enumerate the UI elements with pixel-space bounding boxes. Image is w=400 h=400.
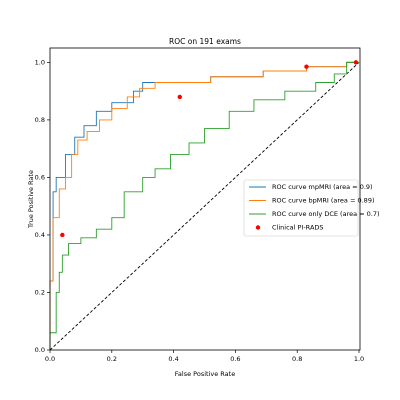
x-tick-label: 1.0 [354, 355, 364, 363]
y-tick-label: 0.2 [35, 288, 45, 296]
y-tick-label: 0.0 [35, 346, 45, 354]
y-tick-label: 0.4 [35, 231, 45, 239]
x-tick-label: 0.6 [230, 355, 240, 363]
scatter-point [304, 64, 309, 69]
legend-label: Clinical PI-RADS [272, 224, 324, 232]
x-tick-label: 0.8 [292, 355, 302, 363]
legend: ROC curve mpMRI (area = 0.9) ROC curve bp… [249, 183, 380, 232]
roc-curve [49, 61, 359, 350]
y-tick-label: 1.0 [35, 58, 45, 66]
y-tick-label: 0.8 [35, 116, 45, 124]
axes-frame [49, 47, 361, 351]
plot-area [49, 60, 360, 351]
x-tick-label: 0.0 [45, 355, 55, 363]
y-tick-label: 0.6 [35, 173, 45, 181]
x-tick-label: 0.4 [168, 355, 178, 363]
legend-label: ROC curve mpMRI (area = 0.9) [272, 183, 373, 191]
roc-curve [49, 61, 359, 350]
scatter-point [60, 232, 65, 238]
x-axis-label: False Positive Rate [175, 370, 235, 378]
x-tick-label: 0.2 [107, 355, 117, 363]
diagonal-line [49, 62, 360, 351]
legend-marker [255, 225, 261, 230]
scatter-point [353, 60, 359, 65]
legend-label: ROC curve bpMRI (area = 0.89) [272, 197, 375, 205]
legend-label: ROC curve only DCE (area = 0.7) [272, 210, 380, 218]
legend-box [243, 179, 359, 237]
chart-title: ROC on 191 exams [169, 37, 241, 46]
y-axis-label: True Positive Rate [27, 170, 35, 229]
scatter-point [177, 94, 182, 100]
